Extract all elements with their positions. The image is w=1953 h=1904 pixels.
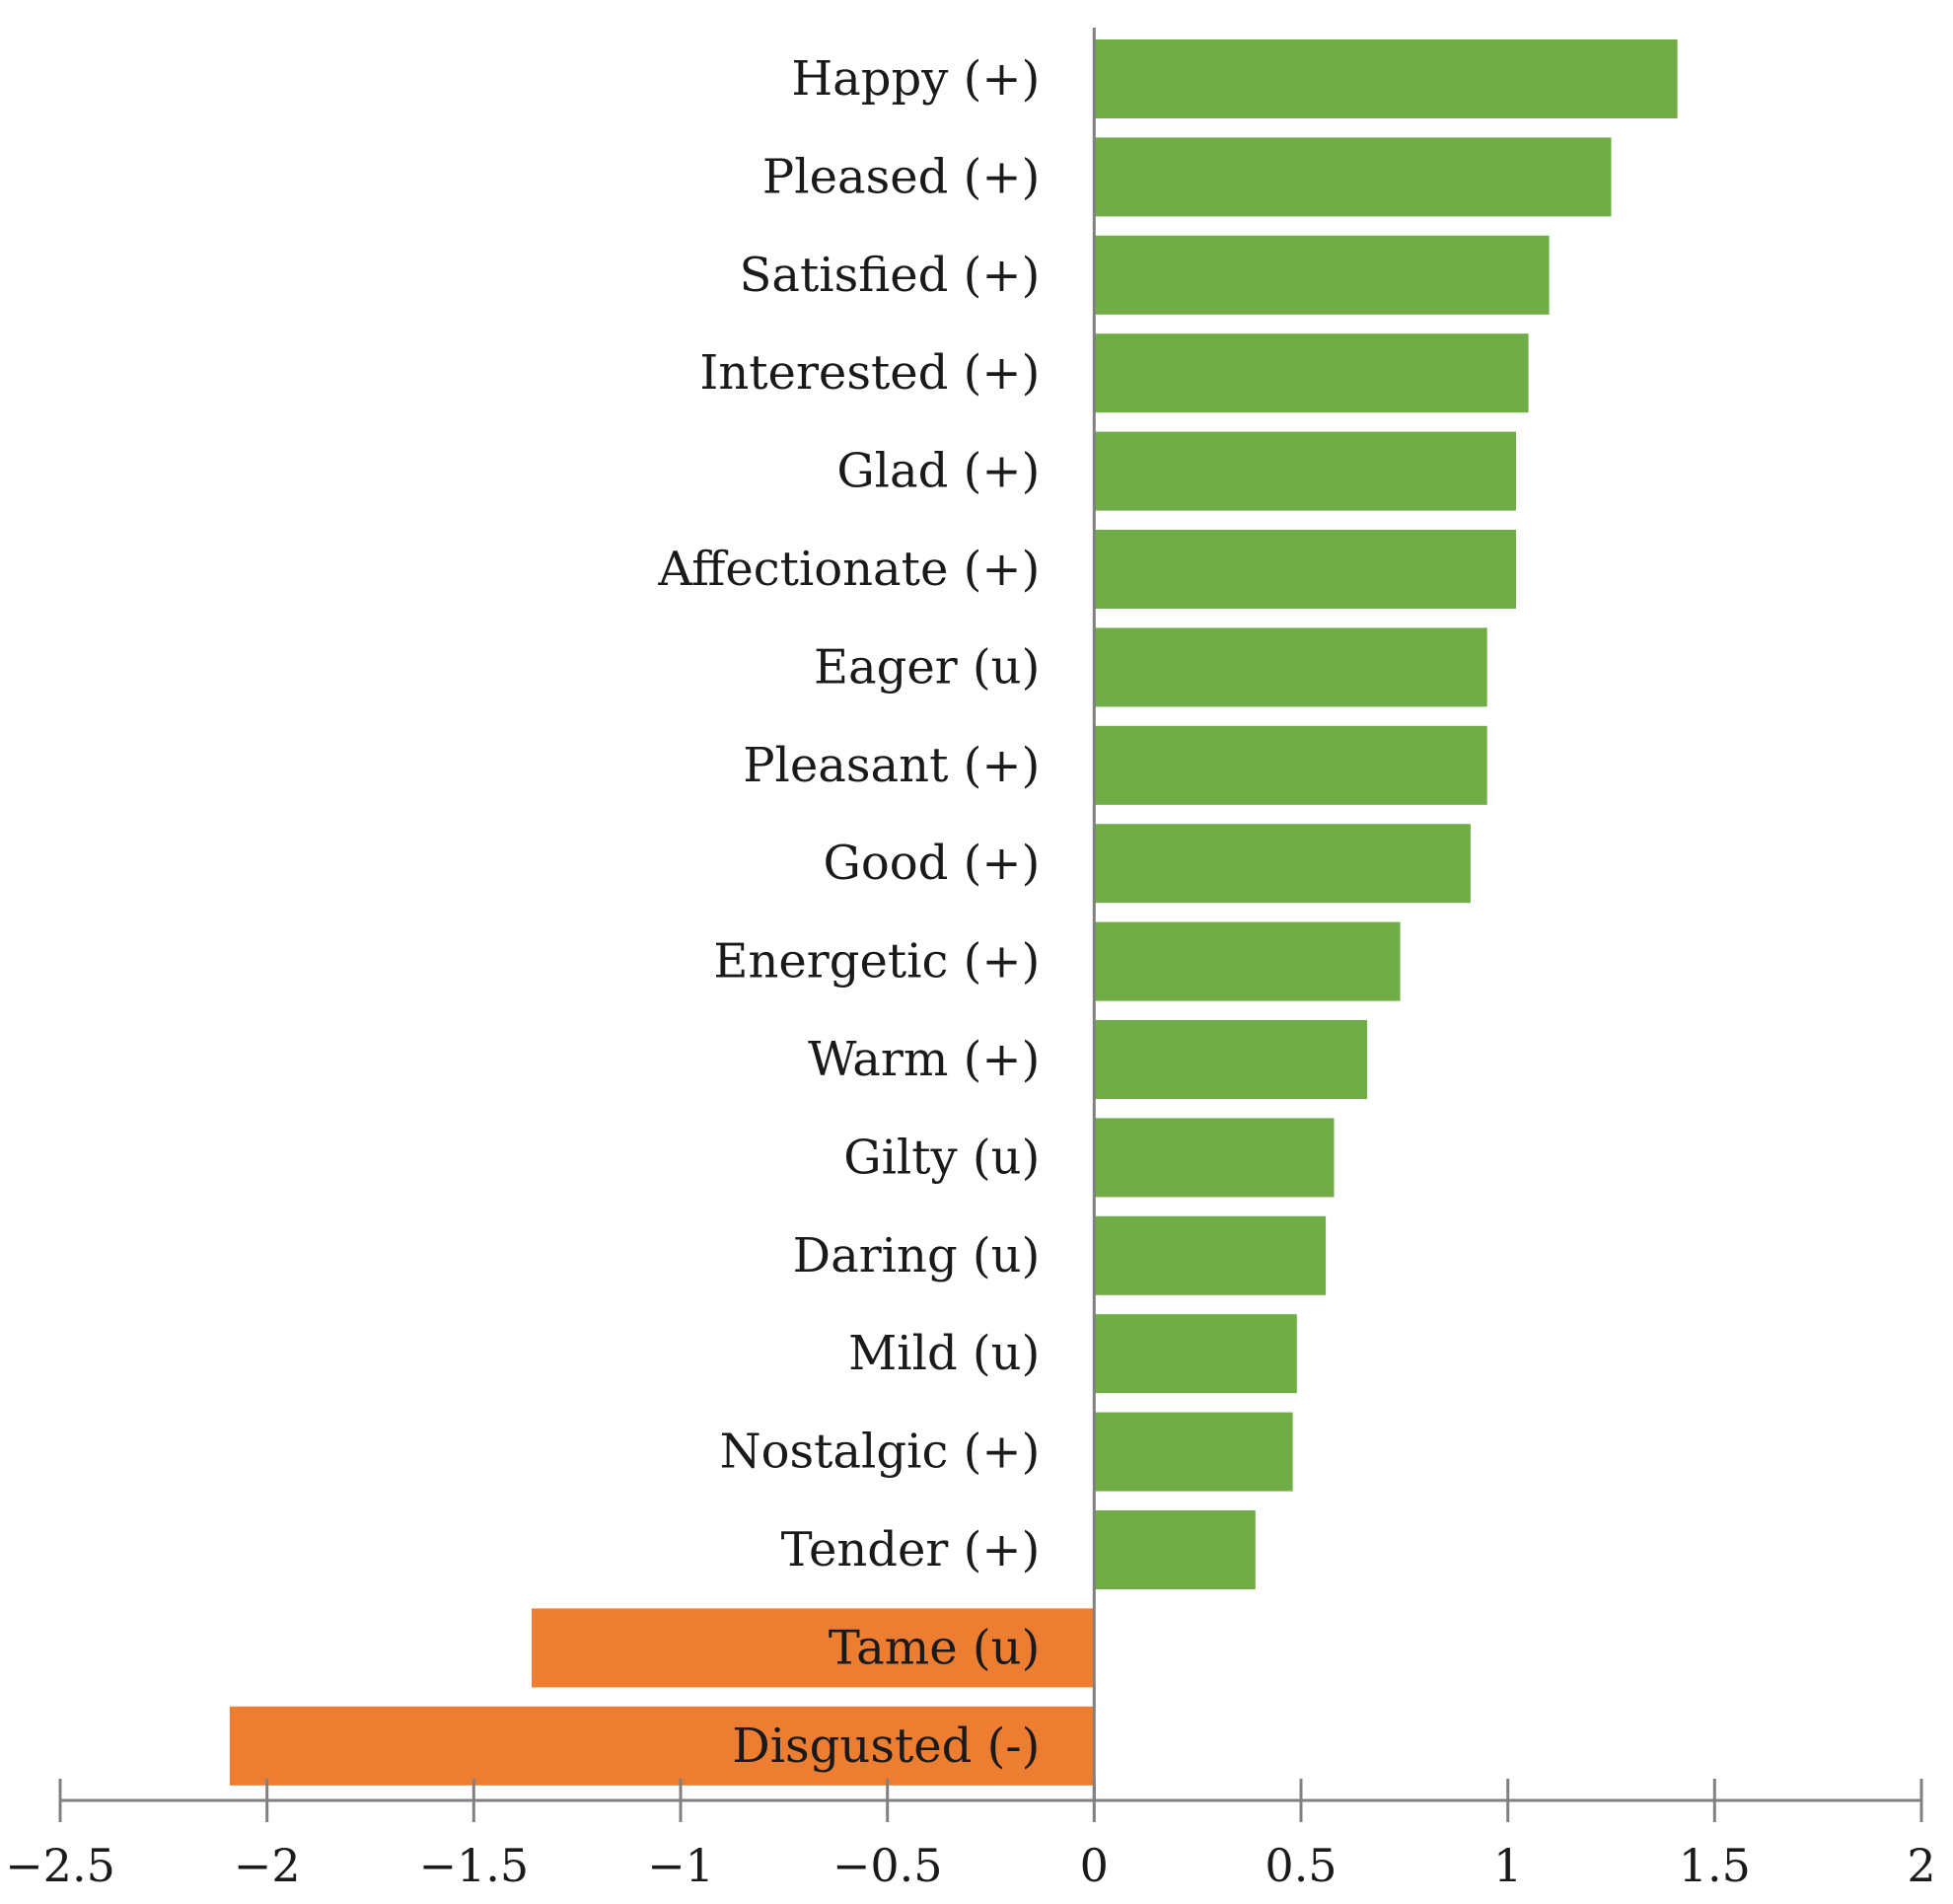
bar-11 <box>1094 1118 1335 1198</box>
bar-16 <box>532 1608 1095 1688</box>
bar-9 <box>1094 921 1401 1001</box>
category-label-3: Interested (+) <box>699 345 1040 401</box>
bar-8 <box>1094 824 1471 904</box>
bar-13 <box>1094 1314 1297 1394</box>
axis-layer: −2.5 −2 −1.5 −1 −0.5 0 0.5 1 1.5 2 <box>5 28 1936 1892</box>
category-label-17: Disgusted (-) <box>732 1719 1040 1774</box>
category-label-12: Daring (u) <box>793 1228 1041 1283</box>
category-labels-layer: Happy (+) Pleased (+) Satisfied (+) Interes… <box>657 51 1040 1774</box>
category-label-16: Tame (u) <box>829 1620 1040 1675</box>
bar-4 <box>1094 431 1516 511</box>
bar-5 <box>1094 530 1516 609</box>
bar-14 <box>1094 1412 1293 1492</box>
x-tick-label-0: −2.5 <box>5 1839 115 1892</box>
category-label-9: Energetic (+) <box>713 934 1040 989</box>
bar-17 <box>229 1706 1095 1786</box>
x-tick-label-7: 1 <box>1493 1839 1522 1892</box>
category-label-8: Good (+) <box>824 836 1041 891</box>
x-tick-label-4: −0.5 <box>832 1839 943 1892</box>
bar-2 <box>1094 235 1550 315</box>
x-tick-label-6: 0.5 <box>1265 1839 1337 1892</box>
category-label-4: Glad (+) <box>836 444 1040 499</box>
x-tick-label-3: −1 <box>647 1839 714 1892</box>
category-label-15: Tender (+) <box>781 1522 1041 1577</box>
bar-3 <box>1094 333 1529 413</box>
x-tick-label-9: 2 <box>1907 1839 1935 1892</box>
bar-7 <box>1094 725 1487 805</box>
category-label-2: Satisfied (+) <box>739 248 1040 303</box>
category-label-6: Eager (u) <box>814 639 1040 695</box>
category-label-10: Warm (+) <box>808 1032 1040 1087</box>
category-label-1: Pleased (+) <box>762 149 1040 204</box>
x-tick-label-1: −2 <box>234 1839 301 1892</box>
bar-0 <box>1094 39 1678 118</box>
category-label-11: Gilty (u) <box>843 1130 1040 1185</box>
category-label-5: Affectionate (+) <box>657 542 1040 597</box>
x-tick-label-8: 1.5 <box>1679 1839 1751 1892</box>
bar-6 <box>1094 627 1487 707</box>
category-label-0: Happy (+) <box>791 51 1040 107</box>
bar-10 <box>1094 1020 1368 1099</box>
bar-1 <box>1094 137 1612 217</box>
x-tick-label-5: 0 <box>1080 1839 1109 1892</box>
category-label-13: Mild (u) <box>848 1326 1040 1381</box>
x-tick-label-2: −1.5 <box>418 1839 529 1892</box>
category-label-7: Pleasant (+) <box>743 738 1040 793</box>
category-label-14: Nostalgic (+) <box>720 1425 1041 1480</box>
bars-layer <box>229 39 1678 1786</box>
bar-12 <box>1094 1215 1327 1295</box>
bar-15 <box>1094 1510 1256 1589</box>
